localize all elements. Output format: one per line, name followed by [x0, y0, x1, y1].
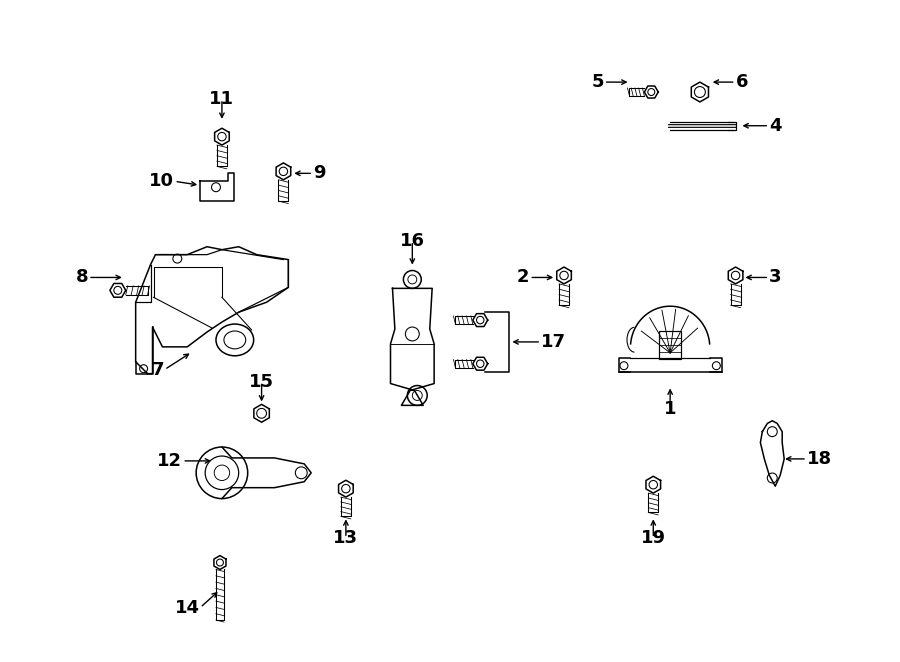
Bar — [659, 332, 681, 359]
Polygon shape — [276, 163, 291, 180]
Polygon shape — [222, 447, 311, 498]
Text: 1: 1 — [664, 401, 677, 418]
Text: 10: 10 — [149, 172, 175, 190]
Text: 6: 6 — [735, 73, 748, 91]
Text: 16: 16 — [400, 232, 425, 250]
Text: 11: 11 — [210, 90, 234, 108]
Polygon shape — [136, 247, 288, 373]
Polygon shape — [631, 307, 710, 357]
Text: 9: 9 — [313, 164, 326, 182]
Polygon shape — [644, 86, 658, 98]
Text: 3: 3 — [770, 269, 782, 287]
Polygon shape — [646, 476, 661, 493]
Polygon shape — [391, 289, 434, 405]
Polygon shape — [557, 267, 572, 284]
Text: 4: 4 — [770, 117, 782, 135]
Text: 2: 2 — [517, 269, 529, 287]
Polygon shape — [200, 173, 234, 201]
Polygon shape — [760, 421, 784, 486]
Text: 5: 5 — [591, 73, 604, 91]
Polygon shape — [472, 357, 488, 370]
Polygon shape — [110, 283, 126, 297]
Polygon shape — [254, 404, 269, 422]
Text: 17: 17 — [541, 333, 566, 351]
Text: 13: 13 — [333, 529, 358, 547]
Polygon shape — [214, 555, 226, 569]
Polygon shape — [728, 267, 742, 284]
Text: 15: 15 — [249, 373, 274, 391]
Text: 18: 18 — [807, 450, 833, 468]
Text: 19: 19 — [641, 529, 666, 547]
Polygon shape — [214, 128, 230, 145]
Polygon shape — [691, 82, 708, 102]
Text: 8: 8 — [76, 269, 88, 287]
Polygon shape — [472, 314, 488, 326]
Text: 7: 7 — [152, 361, 165, 379]
Polygon shape — [338, 480, 353, 497]
Text: 12: 12 — [158, 452, 183, 470]
Text: 14: 14 — [176, 598, 200, 617]
